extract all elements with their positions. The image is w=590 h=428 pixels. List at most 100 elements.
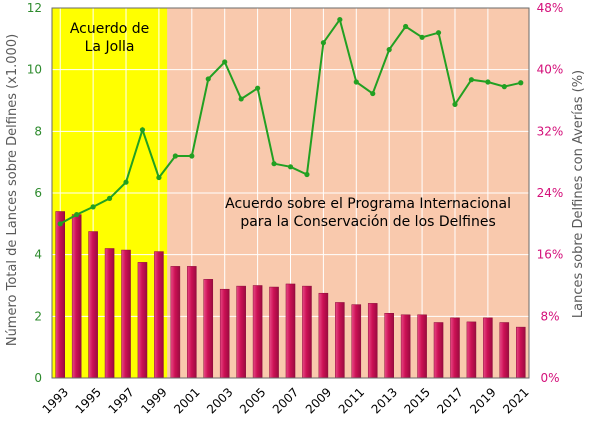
x-tick-label: 1997	[105, 385, 136, 416]
right-tick-label: 24%	[537, 186, 564, 200]
line-point-2016	[435, 30, 442, 36]
left-tick-label: 0	[34, 371, 42, 385]
x-tick-label: 1995	[73, 385, 104, 416]
line-point-2009	[320, 40, 326, 46]
bar-2003	[219, 288, 230, 379]
x-tick-label: 2009	[303, 385, 334, 416]
bar-1996	[104, 248, 115, 379]
left-tick-label: 2	[34, 309, 42, 323]
bar-2014	[400, 314, 411, 379]
line-point-2003	[222, 59, 228, 65]
line-point-2015	[419, 34, 425, 40]
bar-2002	[203, 279, 214, 379]
annotations: Acuerdo de La Jolla Acuerdo sobre el Progr…	[70, 21, 511, 230]
line-point-2011	[353, 79, 359, 85]
x-axis-ticks: 1993 1995 1997 1999 2001 2003 2005 2007 2009 2011…	[40, 385, 532, 416]
annotation-aidcp-line: para la Conservación de los Delfines	[240, 214, 495, 230]
line-point-2021	[518, 80, 524, 86]
line-point-2014	[403, 23, 409, 30]
line-point-2008	[304, 171, 310, 178]
right-axis-label: Lances sobre Delfines con Averías (%)	[571, 70, 586, 318]
left-tick-label: 10	[27, 63, 42, 77]
bar-2021	[516, 326, 526, 379]
line-point-2019	[485, 79, 491, 85]
bar-2017	[450, 317, 460, 379]
line-point-2005	[255, 85, 261, 91]
line-point-1994	[74, 211, 80, 218]
line-point-2020	[501, 84, 507, 90]
x-tick-label: 2003	[204, 385, 235, 416]
line-point-1998	[139, 127, 146, 133]
right-tick-label: 0%	[540, 371, 559, 385]
right-tick-label: 40%	[537, 63, 564, 77]
x-tick-label: 1999	[138, 385, 169, 416]
bar-2007	[285, 283, 296, 379]
plot-frame	[51, 7, 530, 379]
bar-1994	[71, 214, 82, 379]
x-tick-label: 2019	[467, 385, 498, 416]
right-tick-label: 8%	[540, 309, 559, 323]
left-axis-ticks: 0 2 4 6 8 10 12	[27, 1, 42, 385]
bar-1999	[154, 251, 164, 379]
x-tick-label: 2017	[434, 385, 465, 416]
bar-2019	[483, 317, 493, 379]
annotation-la-jolla-line: Acuerdo de	[70, 21, 149, 37]
x-tick-label: 2011	[336, 385, 367, 416]
bar-2018	[466, 321, 477, 379]
bar-2011	[351, 304, 362, 379]
bar-2012	[367, 303, 378, 379]
line-point-2000	[172, 153, 178, 159]
bar-2005	[252, 285, 263, 379]
line-point-1995	[90, 204, 96, 210]
right-axis-ticks: 0% 8% 16% 24% 32% 40% 48%	[537, 1, 564, 385]
line-point-2012	[370, 90, 376, 97]
line-point-2010	[337, 16, 343, 23]
bar-1995	[88, 231, 98, 379]
bar-2016	[433, 322, 444, 379]
left-axis-label: Número Total de Lances sobre Delfines (x…	[5, 34, 20, 346]
bar-2020	[499, 322, 510, 379]
annotation-aidcp-line: Acuerdo sobre el Programa Internacional	[225, 196, 511, 212]
bar-2008	[302, 285, 312, 379]
left-tick-label: 8	[34, 124, 42, 138]
bar-2004	[236, 285, 246, 379]
left-tick-label: 4	[34, 248, 42, 262]
line-point-2001	[189, 153, 195, 159]
line-point-2002	[205, 76, 211, 82]
x-tick-label: 2021	[500, 385, 531, 416]
bar-2015	[417, 314, 427, 379]
bar-2001	[187, 266, 197, 379]
bar-2000	[170, 266, 181, 379]
x-tick-label: 2007	[270, 385, 301, 416]
bar-1997	[121, 249, 131, 379]
right-tick-label: 32%	[537, 124, 564, 138]
right-tick-label: 16%	[537, 248, 564, 262]
line-point-1993	[57, 221, 63, 227]
bar-2013	[384, 313, 394, 379]
line-point-2013	[386, 47, 392, 53]
bar-1993	[55, 211, 65, 379]
left-tick-label: 12	[27, 1, 42, 15]
x-tick-label: 2015	[401, 385, 432, 416]
left-tick-label: 6	[34, 186, 42, 200]
x-tick-label: 2001	[171, 385, 202, 416]
line-point-1997	[123, 179, 129, 185]
line-point-1999	[156, 174, 162, 181]
bar-1998	[137, 262, 148, 379]
line-point-2006	[271, 161, 277, 167]
x-tick-label: 1993	[40, 385, 71, 416]
x-tick-label: 2005	[237, 385, 268, 416]
bar-series	[55, 211, 526, 379]
x-tick-label: 2013	[369, 385, 400, 416]
bar-2006	[269, 286, 279, 379]
bar-2010	[335, 302, 345, 379]
line-point-1996	[106, 195, 113, 201]
annotation-la-jolla-line: La Jolla	[85, 39, 135, 55]
line-series	[57, 16, 524, 227]
bar-2009	[318, 292, 329, 379]
line-point-2018	[468, 77, 475, 83]
line-point-2017	[452, 101, 458, 107]
line-point-2007	[287, 164, 294, 170]
line-point-2004	[238, 96, 244, 102]
